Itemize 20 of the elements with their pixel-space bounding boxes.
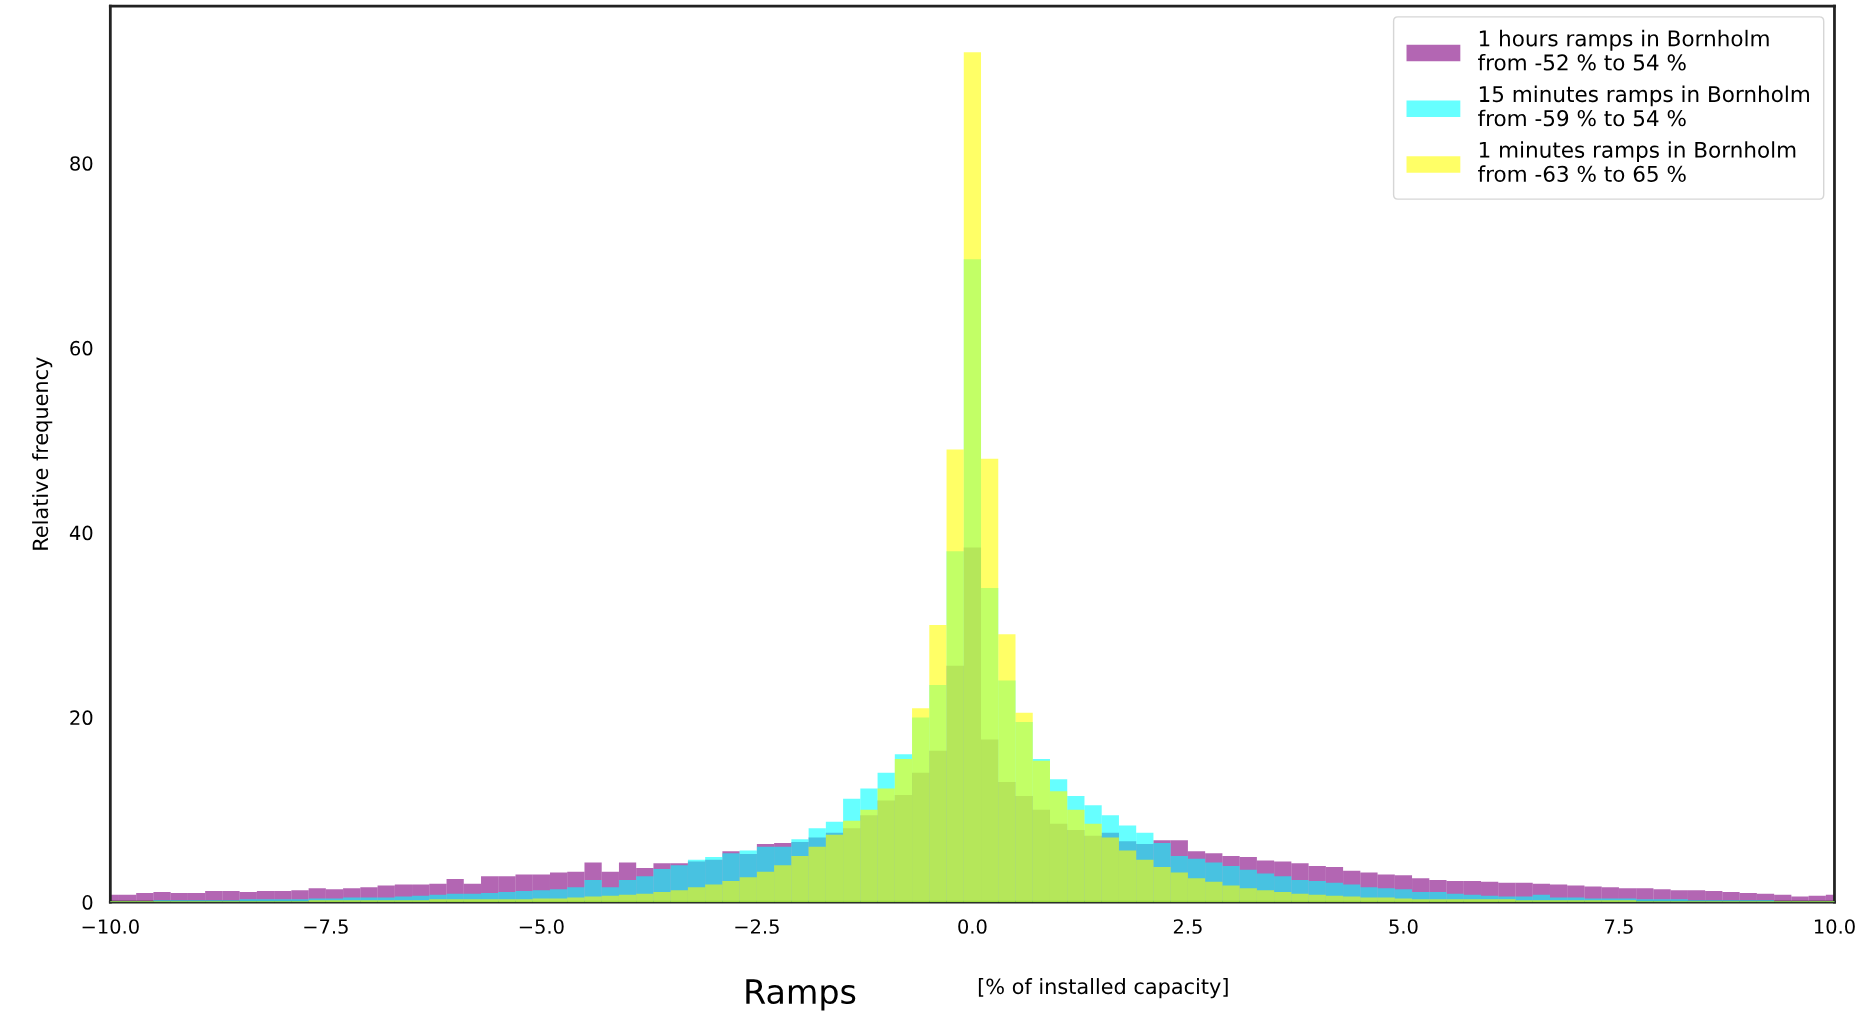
x-tick-label: 10.0 bbox=[1814, 919, 1855, 934]
y-axis-title: Relative frequency bbox=[32, 357, 53, 550]
text: [% of installed capacity] bbox=[978, 978, 1228, 999]
x-tick-label: −10.0 bbox=[82, 919, 139, 934]
y-tick-label: 80 bbox=[70, 156, 93, 171]
y-tick-label: 0 bbox=[82, 895, 93, 910]
x-tick-label: 2.5 bbox=[1173, 919, 1202, 934]
legend-label: 1 hours ramps in Bornholm from -52 % to 54 % bbox=[1478, 29, 1769, 71]
x-tick-label: 7.5 bbox=[1605, 919, 1633, 934]
x-tick-label: −2.5 bbox=[735, 919, 779, 934]
x-tick-label: 5.0 bbox=[1389, 919, 1418, 934]
y-tick-label: 40 bbox=[69, 525, 93, 541]
legend-label: 15 minutes ramps in Bornholm from -59 % to 54 % bbox=[1478, 85, 1809, 127]
x-axis-title: Ramps bbox=[746, 979, 856, 1011]
x-tick-label: −5.0 bbox=[519, 919, 564, 934]
y-tick-label: 20 bbox=[70, 710, 93, 726]
y-tick-label: 60 bbox=[70, 340, 93, 356]
x-tick-label: −7.5 bbox=[304, 919, 348, 934]
x-tick-label: 0.0 bbox=[958, 919, 987, 934]
legend-label: 1 minutes ramps in Bornholm from -63 % to 65 % bbox=[1478, 141, 1796, 183]
